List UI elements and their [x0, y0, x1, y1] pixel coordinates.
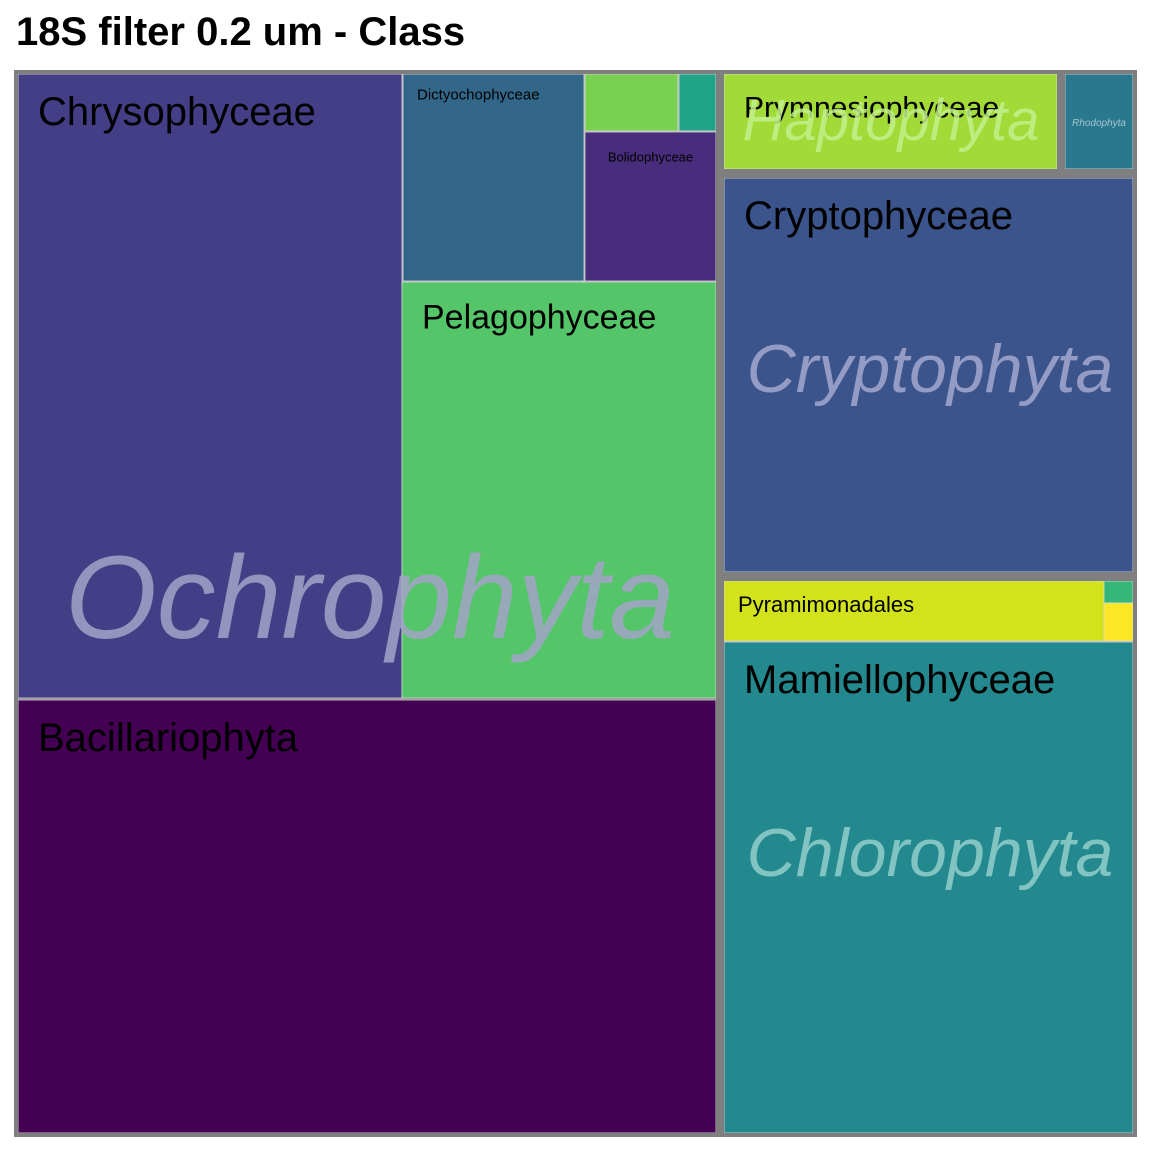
treemap-group-label: Ochrophyta	[65, 532, 675, 664]
treemap-rect	[17, 73, 403, 699]
treemap-rect	[1103, 602, 1134, 642]
treemap-group-border	[720, 70, 1061, 173]
treemap-class-label: Bacillariophyta	[38, 716, 299, 760]
treemap-group-border	[14, 70, 720, 1137]
treemap-group-border	[1061, 70, 1137, 173]
treemap-class-label: Rhodophyta	[1072, 118, 1126, 129]
treemap-class-label: Bolidophyceae	[608, 149, 693, 164]
treemap-class-label: Cryptophyceae	[744, 194, 1013, 238]
treemap-rect	[584, 131, 717, 282]
treemap-group-border	[720, 577, 1137, 1137]
treemap-group-label-layer: Ochrophyta Haptophyta Cryptophyta Chlorophy…	[65, 88, 1113, 891]
treemap-rect	[723, 177, 1134, 573]
treemap-class-label: Mamiellophyceae	[744, 658, 1055, 702]
treemap-rect	[17, 699, 717, 1134]
treemap-class-label: Prymnesiophyceae	[744, 91, 999, 124]
treemap-class-label: Pelagophyceae	[422, 299, 656, 337]
treemap-rect	[584, 73, 679, 132]
treemap-rect	[678, 73, 717, 132]
treemap-rect-layer	[15, 71, 1137, 1137]
treemap-class-label: Dictyochophyceae	[417, 87, 540, 104]
treemap-group-label: Chlorophyta	[747, 815, 1114, 891]
treemap-rect	[723, 580, 1105, 642]
treemap-rect	[402, 73, 585, 282]
treemap-group-border	[720, 174, 1137, 576]
treemap-class-label: Chrysophyceae	[38, 90, 316, 134]
treemap-group-border-layer	[14, 70, 1137, 1137]
treemap-class-label-layer: Chrysophyceae Bacillariophyta Pelagophycea…	[38, 87, 1126, 761]
treemap-group-label: Cryptophyta	[747, 331, 1114, 407]
treemap-rect	[723, 73, 1058, 170]
chart-title: 18S filter 0.2 um - Class	[16, 10, 466, 54]
treemap-rect	[401, 281, 717, 699]
treemap-rect	[723, 641, 1134, 1134]
treemap-group-label: Haptophyta	[743, 88, 1040, 153]
treemap-rect	[1103, 580, 1134, 604]
treemap-class-label: Pyramimonadales	[738, 592, 914, 617]
